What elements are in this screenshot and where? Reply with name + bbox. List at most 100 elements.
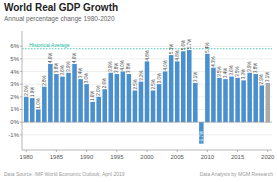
data-label: 4.6% <box>48 53 53 63</box>
x-tick <box>267 150 268 152</box>
bar <box>133 91 138 123</box>
x-tick <box>86 150 87 152</box>
bar <box>36 109 41 122</box>
bar <box>187 50 192 122</box>
data-label: 3.4% <box>223 68 228 78</box>
bar <box>169 55 174 122</box>
data-label: 3.4% <box>78 68 83 78</box>
data-label: 2.0% <box>96 86 101 96</box>
data-label: 3.3% <box>241 69 246 79</box>
chart: World Real GDP Growth Annual percentage c… <box>0 0 277 182</box>
reference-line <box>22 48 272 49</box>
data-label: 3.1% <box>265 72 270 82</box>
data-label: 5.3% <box>169 44 174 54</box>
bar <box>115 74 120 122</box>
x-tick-label: 2000 <box>140 154 154 160</box>
x-tick-label: 1995 <box>110 154 124 160</box>
footer-right: Data Analysis by MGM Research <box>200 171 274 177</box>
x-tick-label: 2020 <box>261 154 275 160</box>
data-label: 3.8% <box>54 63 59 73</box>
data-label: 3.9% <box>247 62 252 72</box>
bar <box>181 51 186 122</box>
bar <box>266 83 271 122</box>
title: World Real GDP Growth <box>4 2 118 13</box>
data-label: 5.4% <box>205 43 210 53</box>
data-label: 4.3% <box>211 56 216 66</box>
x-tick-label: 1980 <box>20 154 34 160</box>
data-label: 3.6% <box>60 65 65 75</box>
data-label: 3.6% <box>229 65 234 75</box>
x-tick <box>56 150 57 152</box>
data-label: 2.8% <box>42 75 47 85</box>
y-tick-label: -1% <box>8 132 19 138</box>
bar <box>66 73 71 122</box>
y-tick-label: 6% <box>10 43 19 49</box>
bar <box>241 80 246 122</box>
grid-line <box>22 134 272 135</box>
data-label: 4.8% <box>145 50 150 60</box>
data-label: 4.8% <box>175 50 180 60</box>
y-tick-label: 5% <box>10 56 19 62</box>
data-label: 2.0% <box>24 86 29 96</box>
x-tick <box>26 150 27 152</box>
bar <box>24 97 29 122</box>
bar <box>72 64 77 122</box>
y-tick-label: 3% <box>10 81 19 87</box>
y-tick-label: 4% <box>10 69 19 75</box>
data-label: 4.0% <box>163 60 168 70</box>
bar <box>30 98 35 122</box>
bar <box>223 79 228 122</box>
y-tick-label: 2% <box>10 94 19 100</box>
bar <box>42 87 47 122</box>
grid <box>22 46 272 135</box>
bar <box>205 54 210 122</box>
data-label: 1.9% <box>30 87 35 97</box>
x-tick <box>237 150 238 152</box>
data-label: 3.9% <box>66 62 71 72</box>
data-label: 3.9% <box>108 62 113 72</box>
x-tick-label: 2010 <box>201 154 215 160</box>
bar <box>151 91 156 123</box>
bar <box>163 72 168 123</box>
data-label: 3.1% <box>193 72 198 82</box>
reference-label: Historical Average <box>29 42 69 48</box>
data-label: 5.7% <box>187 39 192 49</box>
data-label: 3.5% <box>217 67 222 77</box>
bar <box>121 72 126 123</box>
bar <box>229 77 234 123</box>
data-label: 1.6% <box>90 91 95 101</box>
bar <box>157 84 162 122</box>
data-label: 3.8% <box>126 63 131 73</box>
data-label: 2.5% <box>151 79 156 89</box>
bar <box>175 61 180 122</box>
bar <box>48 64 53 122</box>
data-label: 3.8% <box>253 63 258 73</box>
bar <box>54 74 59 122</box>
bar <box>102 89 107 122</box>
x-tick-label: 1990 <box>80 154 94 160</box>
data-label: 3.0% <box>84 73 89 83</box>
bar <box>253 74 258 122</box>
bar <box>78 79 83 122</box>
bar <box>139 82 144 123</box>
bar <box>193 83 198 122</box>
data-label: 4.0% <box>120 60 125 70</box>
bar <box>109 73 114 122</box>
footer-left: Data Source: IMF World Economic Outlook,… <box>4 171 125 177</box>
data-label: 1.0% <box>36 98 41 108</box>
x-tick-label: 1985 <box>50 154 64 160</box>
bar <box>199 122 204 144</box>
data-label: 3.0% <box>157 73 162 83</box>
bar <box>217 78 222 122</box>
x-tick <box>177 150 178 152</box>
bar <box>127 74 132 122</box>
y-axis <box>22 31 23 150</box>
bar <box>60 77 65 123</box>
zero-line <box>22 122 272 123</box>
subtitle: Annual percentage change 1980-2020 <box>4 15 115 23</box>
data-label: 3.5% <box>235 67 240 77</box>
x-tick <box>147 150 148 152</box>
bar <box>84 84 89 122</box>
data-labels: 2.0%1.9%1.0%2.8%4.6%3.8%3.6%3.9%4.6%3.4%… <box>24 39 271 143</box>
y-tick-label: 1% <box>10 106 19 112</box>
